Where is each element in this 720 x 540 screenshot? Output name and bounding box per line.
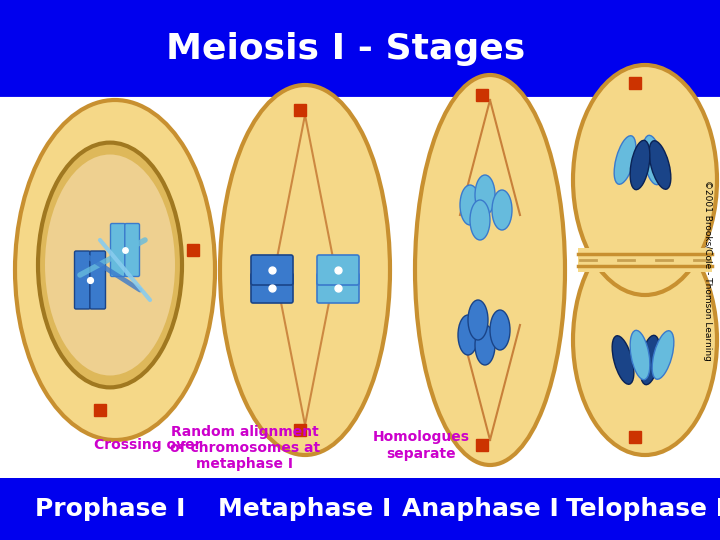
Ellipse shape bbox=[649, 141, 671, 189]
Ellipse shape bbox=[652, 330, 674, 379]
FancyBboxPatch shape bbox=[251, 255, 293, 285]
Ellipse shape bbox=[475, 325, 495, 365]
FancyBboxPatch shape bbox=[317, 255, 359, 285]
Ellipse shape bbox=[643, 136, 663, 185]
Bar bbox=[0, 0, 720, 99]
Ellipse shape bbox=[630, 140, 650, 190]
Ellipse shape bbox=[630, 330, 650, 380]
Ellipse shape bbox=[15, 100, 215, 440]
Ellipse shape bbox=[612, 336, 634, 384]
Text: Metaphase I: Metaphase I bbox=[218, 497, 392, 521]
FancyBboxPatch shape bbox=[110, 224, 125, 276]
Ellipse shape bbox=[492, 190, 512, 230]
Ellipse shape bbox=[490, 310, 510, 350]
FancyBboxPatch shape bbox=[90, 251, 106, 309]
Ellipse shape bbox=[640, 335, 660, 384]
Ellipse shape bbox=[460, 185, 480, 225]
Text: Prophase I: Prophase I bbox=[35, 497, 185, 521]
Ellipse shape bbox=[458, 315, 478, 355]
Text: Telophase I: Telophase I bbox=[565, 497, 720, 521]
Text: Random alignment
of chromosomes at
metaphase I: Random alignment of chromosomes at metap… bbox=[170, 425, 320, 471]
Bar bbox=[578, 248, 712, 272]
FancyBboxPatch shape bbox=[251, 273, 293, 303]
Bar bbox=[0, 478, 720, 540]
FancyBboxPatch shape bbox=[74, 251, 90, 309]
Ellipse shape bbox=[468, 300, 488, 340]
Ellipse shape bbox=[475, 175, 495, 215]
Ellipse shape bbox=[415, 75, 565, 465]
Text: Anaphase I: Anaphase I bbox=[402, 497, 559, 521]
Ellipse shape bbox=[470, 200, 490, 240]
Ellipse shape bbox=[573, 225, 717, 455]
Text: Homologues
separate: Homologues separate bbox=[373, 430, 469, 461]
Text: Meiosis I - Stages: Meiosis I - Stages bbox=[166, 32, 525, 66]
Ellipse shape bbox=[573, 65, 717, 295]
FancyBboxPatch shape bbox=[317, 273, 359, 303]
Text: Crossing over: Crossing over bbox=[94, 438, 201, 453]
Ellipse shape bbox=[614, 136, 636, 184]
Ellipse shape bbox=[38, 143, 182, 387]
Text: ©2001 Brooks/Cole - Thomson Learning: ©2001 Brooks/Cole - Thomson Learning bbox=[703, 180, 712, 360]
Ellipse shape bbox=[220, 85, 390, 455]
FancyBboxPatch shape bbox=[125, 224, 140, 276]
Ellipse shape bbox=[45, 154, 175, 375]
